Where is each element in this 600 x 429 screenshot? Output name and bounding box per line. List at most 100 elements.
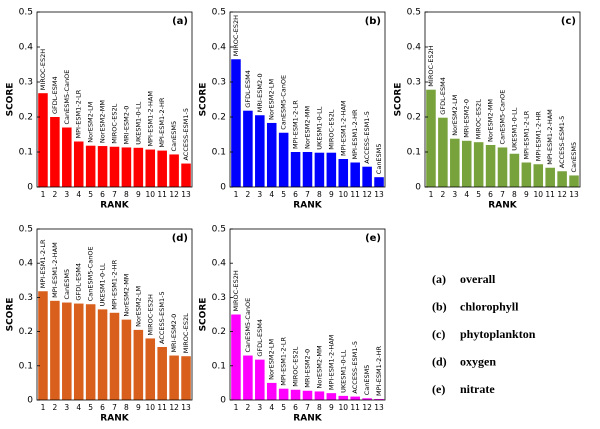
bar <box>50 300 60 400</box>
bar-label: MRI-ESM2-0 <box>304 349 312 388</box>
bar-label: MPI-ESM1-2-HAM <box>327 335 335 391</box>
legend-text: phytoplankton <box>460 327 536 341</box>
y-tick-label: 0.5 <box>19 225 33 235</box>
panel-label: (c) <box>561 16 576 27</box>
y-tick-label: 0 <box>220 396 226 406</box>
x-tick-label: 1 <box>234 190 239 199</box>
x-axis-label: RANK <box>293 414 322 424</box>
x-tick-label: 6 <box>293 190 298 199</box>
x-tick-label: 3 <box>452 190 457 199</box>
y-tick-label: 0.3 <box>212 293 226 303</box>
bar-label: CanESM5-CanOE <box>87 246 95 301</box>
bar <box>145 149 156 187</box>
legend-text: overall <box>460 272 496 286</box>
x-tick-label: 2 <box>52 190 57 199</box>
bar <box>73 303 84 400</box>
bar-label: MIROC-ES2L <box>182 313 190 353</box>
y-tick-label: 0.2 <box>19 327 33 337</box>
y-tick-label: 0.4 <box>407 43 422 53</box>
y-tick-label: 0.5 <box>407 8 421 18</box>
x-tick-label: 10 <box>145 190 155 199</box>
x-tick-label: 5 <box>281 403 286 412</box>
y-tick-label: 0.4 <box>19 259 34 269</box>
x-tick-label: 5 <box>281 190 286 199</box>
x-tick-label: 10 <box>145 403 155 412</box>
bar <box>255 115 265 187</box>
legend-key: (c) <box>432 327 445 341</box>
bar <box>243 110 253 187</box>
y-tick-label: 0.1 <box>19 361 33 371</box>
x-tick-label: 8 <box>124 403 129 412</box>
bar-label: MRI-ESM2-0 <box>256 73 264 112</box>
bar <box>326 152 337 187</box>
x-tick-label: 8 <box>317 190 322 199</box>
x-tick-label: 11 <box>157 190 167 199</box>
bar <box>314 152 325 187</box>
bar <box>314 391 325 400</box>
y-tick-label: 0.5 <box>19 8 33 18</box>
x-tick-label: 1 <box>41 403 46 412</box>
bar <box>509 153 520 187</box>
panel-label: (a) <box>172 16 188 27</box>
bar <box>181 163 191 187</box>
bar <box>109 312 120 400</box>
x-tick-label: 2 <box>245 190 250 199</box>
bar-label: ACCESS-ESM1-5 <box>363 111 371 164</box>
bar-label: CanESM5 <box>375 144 383 175</box>
bar-label: GFDL-ESM4 <box>256 319 264 357</box>
x-tick-label: 9 <box>136 403 141 412</box>
bar-label: MPI-ESM1-2-HR <box>158 97 166 147</box>
x-tick-label: 6 <box>293 403 298 412</box>
y-tick-label: 0.1 <box>407 148 421 158</box>
x-tick-label: 10 <box>533 190 543 199</box>
bar <box>169 355 179 400</box>
y-tick-label: 0.4 <box>19 43 34 53</box>
bar <box>350 162 360 187</box>
x-axis-label: RANK <box>100 201 129 211</box>
y-tick-label: 0.3 <box>19 293 33 303</box>
bar-label: MPI-ESM1-2-LR <box>39 239 47 288</box>
y-tick-label: 0 <box>415 183 421 193</box>
axes-frame <box>36 228 193 401</box>
bar-label: MRI-ESM2-0 <box>463 99 471 138</box>
bar <box>338 395 349 400</box>
bar <box>461 140 472 187</box>
bar-label: NorESM2-LM <box>268 339 276 380</box>
y-tick-label: 0.1 <box>212 148 226 158</box>
x-tick-label: 7 <box>112 403 117 412</box>
x-tick-label: 4 <box>76 403 81 412</box>
bar <box>133 147 144 187</box>
bar-label: GFDL-ESM4 <box>51 76 59 114</box>
x-axis-label: RANK <box>488 201 517 211</box>
x-tick-label: 11 <box>350 190 360 199</box>
x-tick-label: 1 <box>41 190 46 199</box>
bar <box>362 166 372 187</box>
x-tick-label: 10 <box>338 190 348 199</box>
y-tick-label: 0.1 <box>19 148 33 158</box>
x-tick-label: 13 <box>569 190 579 199</box>
x-tick-label: 12 <box>557 190 567 199</box>
bar-label: ACCESS-ESM1-5 <box>158 291 166 344</box>
panel-label: (b) <box>365 16 381 27</box>
y-tick-label: 0.2 <box>19 113 33 123</box>
x-tick-label: 10 <box>338 403 348 412</box>
y-tick-label: 0 <box>220 183 226 193</box>
bar-label: MIROC-ES2L <box>327 109 335 149</box>
bar-label: NorESM2-MM <box>99 100 107 143</box>
bar-label: ACCESS-ESM1-5 <box>558 116 566 169</box>
bar <box>302 390 313 400</box>
x-axis-label: RANK <box>100 414 129 424</box>
bar-label: UKESM1-0-LL <box>510 107 518 150</box>
x-tick-label: 6 <box>100 403 105 412</box>
axes-frame <box>424 11 581 188</box>
bar <box>302 152 313 187</box>
bar <box>374 398 384 400</box>
bar-label: MRI-ESM2-0 <box>122 106 130 145</box>
bar <box>255 359 265 400</box>
x-tick-label: 13 <box>374 403 384 412</box>
bar <box>85 304 96 400</box>
x-tick-label: 5 <box>88 403 93 412</box>
x-tick-label: 9 <box>329 190 334 199</box>
bar <box>145 338 156 400</box>
bar <box>438 117 448 187</box>
